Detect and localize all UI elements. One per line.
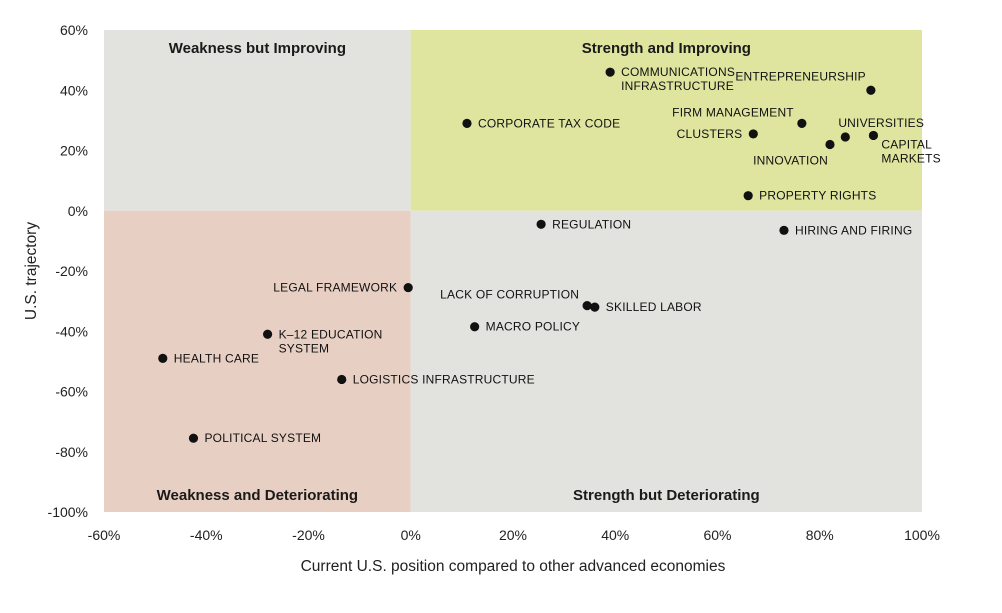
data-point — [743, 191, 753, 201]
data-point-label: PROPERTY RIGHTS — [759, 189, 876, 203]
y-axis-title: U.S. trajectory — [23, 222, 40, 320]
x-tick-label: -40% — [190, 527, 223, 543]
data-point — [590, 302, 600, 312]
x-tick-label: 80% — [806, 527, 834, 543]
data-point-group: CAPITAL MARKETS — [868, 130, 941, 165]
data-point-group: LACK OF CORRUPTION — [440, 288, 592, 311]
x-tick-label: -20% — [292, 527, 325, 543]
x-axis-ticks: -60% -40% -20% 0% 20% 40% 60% 80% 100% — [88, 527, 940, 543]
data-point-label: LOGISTICS INFRASTRUCTURE — [353, 372, 535, 386]
y-tick-label: -100% — [48, 504, 88, 520]
quadrant-label-tl: Weakness but Improving — [169, 40, 346, 57]
data-points: COMMUNICATIONS INFRASTRUCTUREENTREPRENEUR… — [158, 65, 941, 445]
data-point-label: UNIVERSITIES — [838, 116, 924, 130]
y-tick-label: 60% — [60, 22, 88, 38]
data-point-label: FIRM MANAGEMENT — [672, 105, 794, 119]
x-tick-label: 100% — [904, 527, 940, 543]
data-point-label: CLUSTERS — [677, 127, 743, 141]
data-point-label: MACRO POLICY — [486, 320, 580, 334]
data-point-label: CORPORATE TAX CODE — [478, 116, 620, 130]
data-point-group: SKILLED LABOR — [590, 300, 702, 314]
data-point-group: CORPORATE TAX CODE — [462, 116, 620, 130]
data-point-group: CLUSTERS — [677, 127, 758, 141]
data-point-label: SKILLED LABOR — [606, 300, 702, 314]
data-point — [840, 132, 850, 142]
data-point-group: UNIVERSITIES — [838, 116, 924, 142]
data-point — [605, 67, 615, 77]
data-point-label: LEGAL FRAMEWORK — [273, 281, 397, 295]
y-axis-ticks: 60% 40% 20% 0% -20% -40% -60% -80% -100% — [48, 22, 88, 520]
data-point-group: HIRING AND FIRING — [779, 223, 912, 237]
quadrant-br — [410, 210, 922, 512]
y-tick-label: -60% — [55, 384, 88, 400]
data-point-group: MACRO POLICY — [470, 320, 580, 334]
data-point — [158, 353, 168, 363]
data-point — [536, 219, 546, 229]
data-point-group: FIRM MANAGEMENT — [672, 105, 807, 128]
x-tick-label: 60% — [703, 527, 731, 543]
y-tick-label: 0% — [68, 203, 88, 219]
data-point — [748, 129, 758, 139]
data-point-group: PROPERTY RIGHTS — [743, 189, 876, 203]
data-point-group: COMMUNICATIONS INFRASTRUCTURE — [605, 65, 735, 93]
data-point-group: HEALTH CARE — [158, 351, 259, 365]
y-tick-label: 20% — [60, 143, 88, 159]
data-point — [825, 139, 835, 150]
data-point-label: HIRING AND FIRING — [795, 223, 912, 237]
data-point-label: CAPITAL MARKETS — [881, 137, 940, 165]
data-point-label: K–12 EDUCATION SYSTEM — [279, 327, 383, 355]
quadrant-tl — [104, 30, 411, 211]
data-point-label: ENTREPRENEURSHIP — [735, 69, 866, 83]
x-tick-label: 40% — [601, 527, 629, 543]
y-tick-label: 40% — [60, 82, 88, 98]
data-point — [263, 329, 273, 339]
data-point-label: COMMUNICATIONS INFRASTRUCTURE — [621, 65, 735, 93]
data-point-label: LACK OF CORRUPTION — [440, 288, 579, 302]
data-point-label: REGULATION — [552, 217, 631, 231]
x-tick-label: 0% — [401, 527, 421, 543]
y-tick-label: -20% — [55, 263, 88, 279]
data-point-group: POLITICAL SYSTEM — [188, 431, 321, 445]
data-point-group: ENTREPRENEURSHIP — [735, 69, 876, 95]
data-point-group: LEGAL FRAMEWORK — [273, 281, 413, 295]
quadrant-label-bl: Weakness and Deteriorating — [157, 487, 358, 504]
quadrant-label-br: Strength but Deteriorating — [573, 487, 760, 504]
data-point-label: HEALTH CARE — [174, 351, 259, 365]
data-point — [582, 301, 592, 311]
data-point — [779, 225, 789, 235]
data-point — [337, 374, 347, 385]
data-point — [403, 282, 413, 293]
data-point — [797, 118, 807, 128]
data-point — [868, 130, 879, 141]
data-point — [462, 118, 472, 128]
data-point-group: LOGISTICS INFRASTRUCTURE — [337, 372, 535, 386]
quadrant-backgrounds — [104, 30, 922, 512]
data-point — [470, 322, 480, 332]
quadrant-label-tr: Strength and Improving — [582, 40, 751, 57]
data-point — [188, 433, 199, 443]
quadrant-tr — [410, 30, 922, 211]
data-point-label: INNOVATION — [753, 153, 828, 167]
data-point-label: POLITICAL SYSTEM — [204, 431, 321, 445]
x-tick-label: -60% — [88, 527, 121, 543]
data-point-group: REGULATION — [536, 217, 631, 231]
data-point-group: INNOVATION — [753, 139, 835, 167]
y-tick-label: -40% — [55, 323, 88, 339]
x-tick-label: 20% — [499, 527, 527, 543]
quadrant-labels: Weakness but Improving Strength and Impro… — [157, 40, 760, 504]
quadrant-bl — [104, 210, 411, 512]
x-axis-title: Current U.S. position compared to other … — [301, 558, 726, 575]
data-point — [866, 85, 876, 95]
y-tick-label: -80% — [55, 444, 88, 460]
data-point-group: K–12 EDUCATION SYSTEM — [263, 327, 383, 355]
